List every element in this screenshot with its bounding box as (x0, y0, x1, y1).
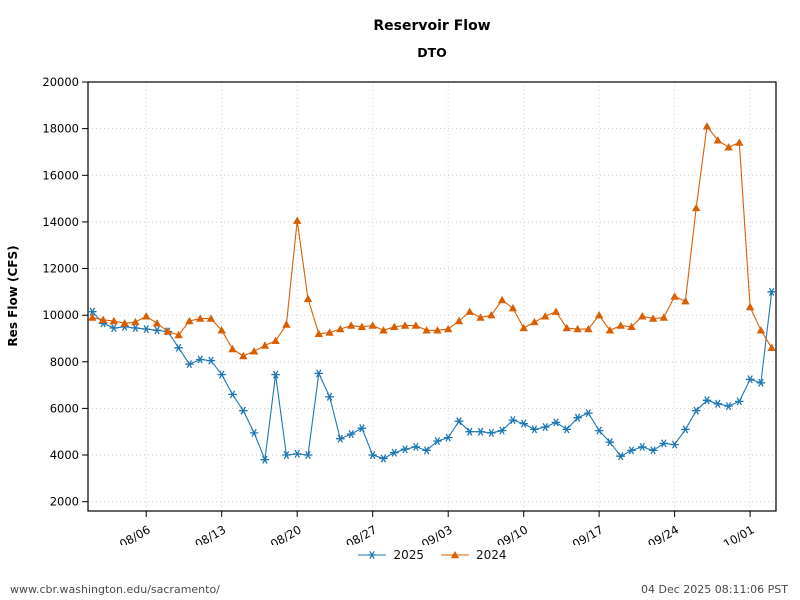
series-2025-line (91, 291, 773, 462)
x-tick-label: 08/13 (192, 522, 228, 545)
star-marker-icon (358, 550, 387, 560)
footer: www.cbr.washington.edu/sacramento/ 04 De… (0, 583, 800, 596)
y-tick-label: 4000 (50, 448, 79, 462)
x-tick-label: 10/01 (721, 522, 757, 545)
legend-label: 2025 (393, 548, 424, 562)
plot-area: 2000 4000 6000 8000 10000 12000 14000 16000 1800… (42, 75, 777, 551)
x-tick-label: 08/06 (117, 522, 153, 545)
legend-item-2024: 2024 (440, 548, 507, 562)
plot-frame (87, 81, 777, 512)
y-tick-label: 6000 (50, 401, 79, 415)
y-tick-label: 20000 (42, 75, 79, 89)
triangle-marker-icon (441, 551, 469, 559)
series-2025-markers (88, 287, 776, 464)
footer-timestamp: 04 Dec 2025 08:11:06 PST (640, 583, 788, 596)
x-tick-label: 09/24 (645, 522, 681, 545)
flow-chart: Reservoir Flow DTO Res Flow (CFS) 2000 40… (6, 18, 777, 551)
legend-label: 2024 (476, 548, 507, 562)
x-tick-label: 09/10 (494, 522, 530, 545)
chart-subtitle: DTO (417, 45, 447, 60)
series-2024-markers (88, 122, 776, 360)
y-tick-label: 14000 (42, 215, 79, 229)
legend-item-2025: 2025 (357, 548, 424, 562)
y-tick-label: 10000 (42, 308, 79, 322)
y-axis-label: Res Flow (CFS) (6, 245, 20, 346)
x-tick-label: 09/03 (419, 522, 455, 545)
y-tick-label: 2000 (50, 495, 79, 509)
x-tick-label: 08/27 (343, 522, 379, 545)
series-2024-line (92, 124, 773, 357)
y-tick-label: 18000 (42, 122, 79, 136)
x-tick-label: 09/17 (570, 522, 606, 545)
chart-title: Reservoir Flow (373, 18, 490, 34)
footer-url[interactable]: www.cbr.washington.edu/sacramento/ (10, 583, 220, 596)
x-tick-label: 08/20 (268, 522, 304, 545)
y-tick-label: 12000 (42, 262, 79, 276)
legend: 2025 2024 (88, 548, 776, 562)
y-tick-label: 16000 (42, 168, 79, 182)
y-tick-label: 8000 (50, 355, 79, 369)
